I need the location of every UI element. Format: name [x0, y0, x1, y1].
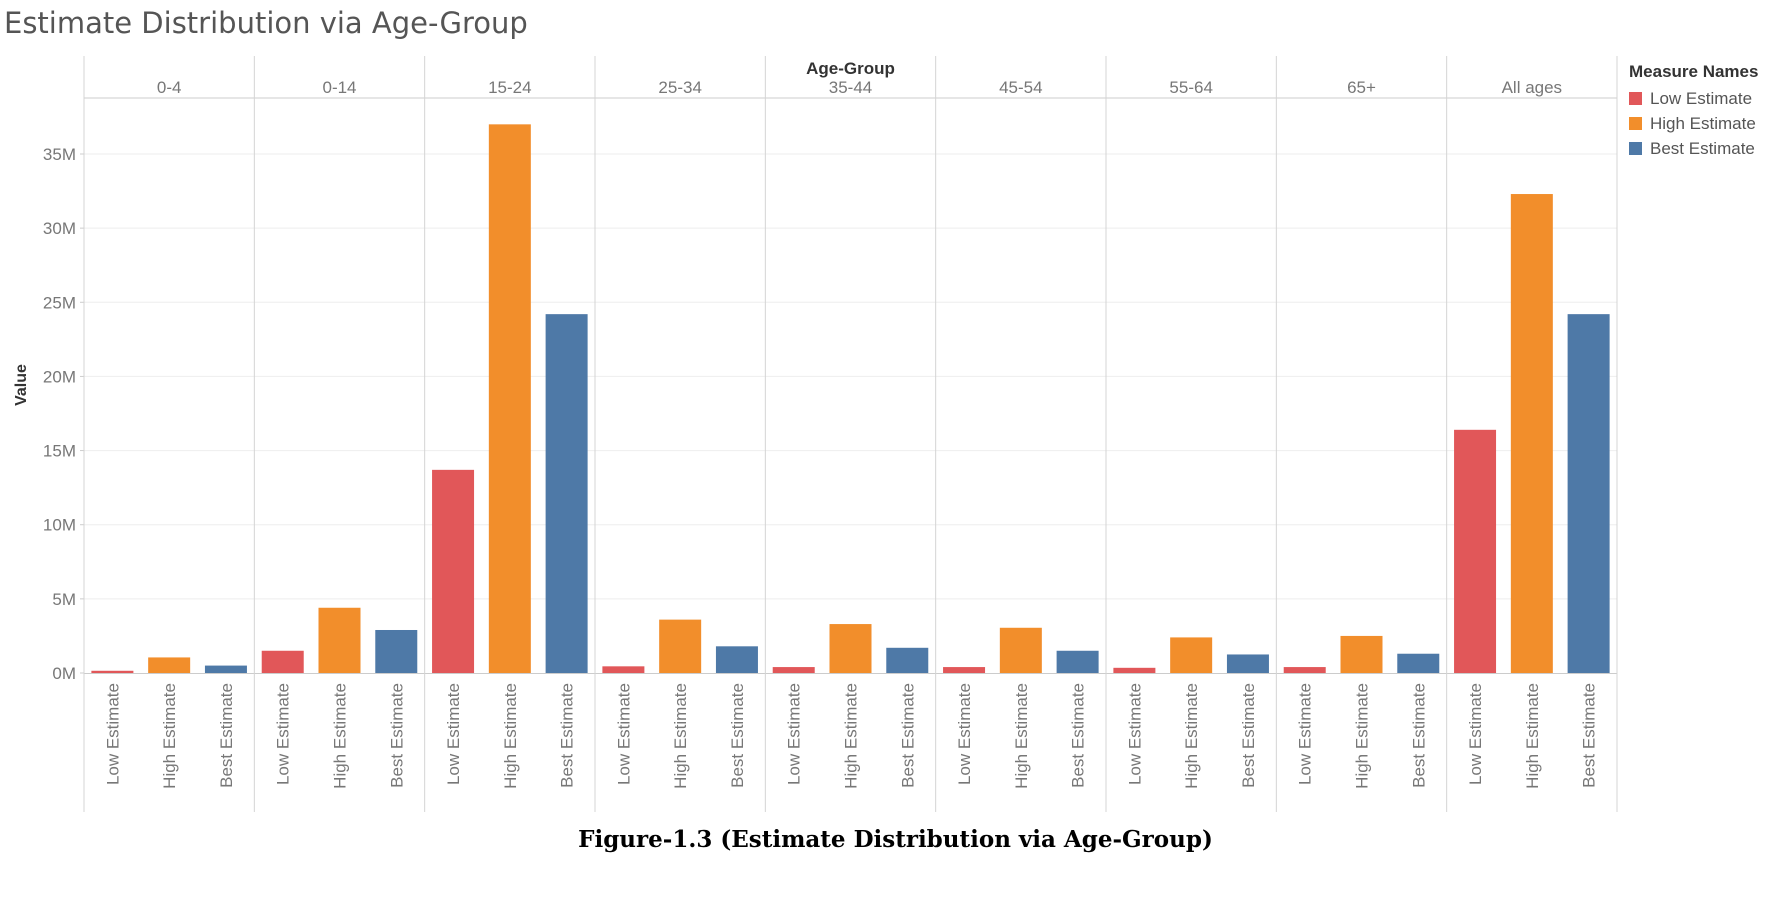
legend-item-low-estimate[interactable]: Low Estimate: [1629, 86, 1758, 111]
legend: Measure Names Low Estimate High Estimate…: [1629, 62, 1758, 161]
x-tick-label: High Estimate: [501, 683, 520, 789]
bar: [318, 607, 361, 673]
legend-label: Best Estimate: [1650, 138, 1755, 158]
x-tick-label: Low Estimate: [103, 683, 122, 785]
x-tick-label: Best Estimate: [217, 683, 236, 788]
x-tick-label: Low Estimate: [614, 683, 633, 785]
bar: [772, 667, 815, 673]
x-tick-label: Best Estimate: [1239, 683, 1258, 788]
bar: [1510, 194, 1553, 673]
age-group-header: 65+: [1347, 78, 1376, 97]
bar: [829, 624, 872, 673]
x-tick-label: Low Estimate: [1296, 683, 1315, 785]
x-tick-label: Low Estimate: [955, 683, 974, 785]
bar: [488, 124, 531, 674]
bar: [1340, 635, 1383, 673]
x-tick-label: Best Estimate: [728, 683, 747, 788]
y-tick-label: 30M: [43, 219, 76, 238]
bar: [1170, 637, 1213, 673]
x-tick-label: High Estimate: [671, 683, 690, 789]
bar: [1567, 314, 1610, 673]
bar: [715, 646, 758, 673]
legend-title: Measure Names: [1629, 62, 1759, 81]
legend-label: High Estimate: [1650, 113, 1756, 133]
bar: [1056, 650, 1099, 673]
y-tick-label: 5M: [52, 590, 76, 609]
y-axis-label: Value: [13, 364, 30, 406]
bar: [375, 629, 418, 673]
y-tick-label: 0M: [52, 664, 76, 683]
y-tick-label: 10M: [43, 516, 76, 535]
y-tick-label: 15M: [43, 442, 76, 461]
legend-label: Low Estimate: [1650, 88, 1753, 108]
legend-item-best-estimate[interactable]: Best Estimate: [1629, 136, 1758, 161]
chart-title: Estimate Distribution via Age-Group: [4, 6, 528, 40]
age-group-header: All ages: [1502, 78, 1562, 97]
age-group-header: 55-64: [1169, 78, 1212, 97]
x-tick-label: High Estimate: [842, 683, 861, 789]
bar: [659, 619, 702, 673]
x-tick-label: Low Estimate: [1125, 683, 1144, 785]
x-tick-label: High Estimate: [331, 683, 350, 789]
bar: [1397, 653, 1440, 673]
x-tick-label: Best Estimate: [1580, 683, 1599, 788]
age-group-header: 25-34: [658, 78, 701, 97]
x-tick-label: Best Estimate: [898, 683, 917, 788]
x-tick-label: High Estimate: [1353, 683, 1372, 789]
column-header-title: Age-Group: [806, 59, 895, 78]
x-tick-label: Best Estimate: [387, 683, 406, 788]
legend-swatch-best: [1629, 142, 1642, 155]
bar: [602, 666, 645, 673]
legend-swatch-low: [1629, 92, 1642, 105]
bar: [1454, 429, 1497, 673]
bar: [1283, 667, 1326, 673]
x-tick-label: Best Estimate: [558, 683, 577, 788]
bar: [261, 650, 304, 673]
age-group-header: 15-24: [488, 78, 531, 97]
bar: [999, 627, 1042, 673]
x-tick-label: High Estimate: [1182, 683, 1201, 789]
y-tick-label: 20M: [43, 367, 76, 386]
bar: [545, 314, 588, 673]
bar: [204, 665, 247, 673]
age-group-header: 0-14: [322, 78, 356, 97]
x-tick-label: Best Estimate: [1409, 683, 1428, 788]
x-tick-label: Low Estimate: [785, 683, 804, 785]
x-tick-label: Low Estimate: [274, 683, 293, 785]
bar: [148, 657, 191, 673]
bar: [1113, 667, 1156, 673]
x-tick-label: Low Estimate: [1466, 683, 1485, 785]
legend-item-high-estimate[interactable]: High Estimate: [1629, 111, 1758, 136]
bar: [432, 469, 475, 673]
age-group-header: 35-44: [829, 78, 872, 97]
age-group-header: 0-4: [157, 78, 182, 97]
x-tick-label: High Estimate: [160, 683, 179, 789]
legend-swatch-high: [1629, 117, 1642, 130]
x-tick-label: Low Estimate: [444, 683, 463, 785]
x-tick-label: High Estimate: [1523, 683, 1542, 789]
y-tick-label: 35M: [43, 145, 76, 164]
bar: [91, 670, 134, 673]
bar: [886, 647, 929, 673]
x-tick-label: Best Estimate: [1069, 683, 1088, 788]
bar: [1226, 654, 1269, 673]
y-tick-label: 25M: [43, 293, 76, 312]
age-group-header: 45-54: [999, 78, 1042, 97]
bar: [943, 667, 986, 673]
x-tick-label: High Estimate: [1012, 683, 1031, 789]
figure-caption: Figure-1.3 (Estimate Distribution via Ag…: [578, 826, 1213, 853]
